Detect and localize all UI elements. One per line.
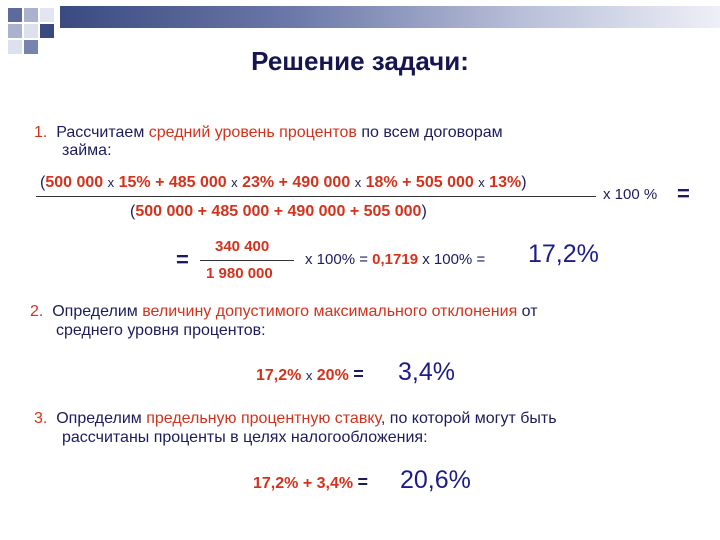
fraction1-numerator: (500 000 x 15% + 485 000 x 23% + 490 000… [40, 174, 527, 192]
calc-value: 17,2% [253, 475, 299, 492]
step1-line1: 1. Рассчитаем средний уровень процентов … [34, 124, 503, 142]
step3-result: 20,6% [400, 466, 471, 494]
fraction2-line [200, 260, 294, 261]
deco-square [24, 40, 38, 54]
paren-close: ) [421, 203, 427, 220]
fraction2-numerator: 340 400 [215, 238, 270, 255]
calc-value: 17,2% [256, 367, 302, 384]
step3-calc: 17,2% + 3,4% = [253, 472, 368, 493]
deco-square [40, 8, 54, 22]
num-c: 490 000 [292, 174, 351, 191]
fraction2-denominator: 1 980 000 [206, 265, 273, 282]
fraction1-line [36, 196, 596, 197]
decimal-value: 0,1719 [372, 251, 419, 268]
step1-highlight: средний уровень процентов [148, 124, 357, 141]
num-p1: 15% [118, 174, 151, 191]
num-a: 500 000 [45, 174, 104, 191]
den-b: 485 000 [211, 203, 270, 220]
plus-sign: + [278, 174, 288, 191]
equals-sign: = [353, 364, 364, 384]
num-p2: 23% [242, 174, 275, 191]
page-title: Решение задачи: [251, 46, 469, 76]
step3-line1: 3. Определим предельную процентную ставк… [34, 410, 557, 428]
deco-square [8, 40, 22, 54]
header-band [60, 6, 720, 28]
num-p3: 18% [365, 174, 398, 191]
step3-line2: рассчитаны проценты в целях налогообложе… [62, 429, 428, 446]
plus-sign: + [349, 203, 360, 220]
calc-row1: x 100% = 0,1719 x 100% = [305, 251, 485, 268]
times-100: x 100% [422, 251, 473, 268]
step2-line2: среднего уровня процентов: [56, 322, 266, 339]
fraction1-denominator: (500 000 + 485 000 + 490 000 + 505 000) [130, 203, 427, 221]
paren-open: ( [130, 203, 136, 220]
step2-text-after: от [517, 303, 538, 320]
step1-result: 17,2% [528, 240, 599, 268]
times-100: x 100% [305, 251, 356, 268]
step2-text-before: Определим [52, 303, 143, 320]
step3-highlight: предельную процентную ставку [146, 410, 381, 427]
step3-text-after: , по которой могут быть [380, 410, 557, 427]
equals-sign: = [357, 472, 369, 492]
paren-open: ( [40, 174, 46, 191]
deco-square [8, 8, 22, 22]
deco-square [40, 24, 54, 38]
calc-value: 3,4% [316, 475, 354, 492]
step3-text-before: Определим [56, 410, 147, 427]
plus-sign: + [273, 203, 284, 220]
equals-sign: = [176, 247, 189, 272]
equals-sign: = [359, 251, 368, 268]
den-c: 490 000 [287, 203, 346, 220]
step2-result: 3,4% [398, 358, 455, 386]
den-a: 500 000 [135, 203, 194, 220]
times-sign: x [354, 175, 362, 190]
plus-sign: + [302, 475, 313, 492]
equals-sign: = [476, 251, 486, 268]
step1-number: 1. [34, 124, 48, 141]
plus-sign: + [197, 203, 207, 220]
num-d: 505 000 [415, 174, 474, 191]
step1-text-after: по всем договорам [356, 124, 503, 141]
plus-sign: + [155, 174, 165, 191]
times-sign: x [231, 175, 238, 190]
step2-highlight: величину допустимого максимального откло… [142, 303, 518, 320]
step2-line1: 2. Определим величину допустимого максим… [30, 303, 538, 321]
den-d: 505 000 [363, 203, 422, 220]
calc-value: 20% [316, 367, 349, 384]
times-sign: x [478, 175, 485, 190]
paren-close: ) [521, 174, 527, 191]
plus-sign: + [402, 174, 412, 191]
num-p4: 13% [489, 174, 522, 191]
deco-square [24, 8, 38, 22]
step1-text-before: Рассчитаем [56, 124, 149, 141]
times-sign: x [305, 368, 313, 383]
num-b: 485 000 [168, 174, 227, 191]
deco-square [24, 24, 38, 38]
times-sign: x [107, 175, 115, 190]
step2-calc: 17,2% x 20% = [256, 364, 364, 385]
header-decoration [0, 0, 720, 60]
times-100: x 100 % [603, 186, 658, 203]
step3-number: 3. [34, 410, 48, 427]
step1-line2: займа: [62, 142, 112, 159]
step2-number: 2. [30, 303, 44, 320]
deco-square [8, 24, 22, 38]
equals-sign: = [677, 181, 690, 206]
